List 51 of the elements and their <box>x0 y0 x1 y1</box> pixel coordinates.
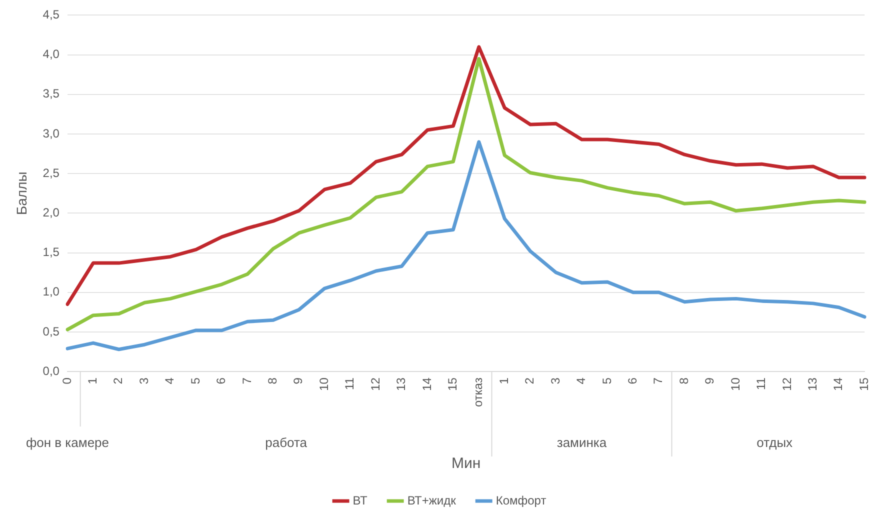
x-tick-label: 0 <box>60 377 74 384</box>
y-tick-label: 1,0 <box>42 284 60 299</box>
legend-label: ВТ+жидк <box>407 493 457 508</box>
legend-label: Комфорт <box>496 493 547 508</box>
text: отдых <box>756 435 794 450</box>
x-tick-label: 8 <box>676 377 691 384</box>
x-tick-label: 11 <box>342 377 357 390</box>
x-tick-label: 3 <box>548 377 562 384</box>
text: работа <box>265 435 308 450</box>
x-tick-label: 5 <box>188 377 202 384</box>
x-tick-label: 11 <box>754 377 768 390</box>
y-axis-title: Баллы <box>13 172 30 216</box>
x-axis-title: Мин <box>451 455 481 472</box>
x-tick-label: 2 <box>522 377 537 384</box>
x-tick-label: 3 <box>136 377 151 384</box>
x-tick-label: 10 <box>316 377 331 391</box>
x-tick-label: 7 <box>651 377 666 384</box>
x-tick-label: 13 <box>805 377 820 391</box>
y-tick-label: 3,5 <box>42 86 60 101</box>
text: заминка <box>556 435 608 450</box>
y-tick-label: 4,5 <box>42 8 60 22</box>
legend-label: ВТ <box>352 493 368 508</box>
x-tick-label: 4 <box>574 377 588 384</box>
x-tick-label: 12 <box>780 377 794 391</box>
x-tick-label: 4 <box>162 377 177 384</box>
x-tick-label: отказ <box>471 377 486 408</box>
x-tick-label: 13 <box>394 377 408 391</box>
x-tick-label: 6 <box>214 377 228 384</box>
x-tick-label: 10 <box>728 377 742 391</box>
x-tick-label: 8 <box>266 377 280 384</box>
y-tick-label: 0,0 <box>42 364 60 378</box>
x-tick-label: 1 <box>496 377 511 384</box>
y-tick-label: 2,5 <box>42 166 60 180</box>
x-tick-label: 12 <box>368 377 382 391</box>
y-tick-label: 0,5 <box>42 324 60 338</box>
x-tick-label: 2 <box>111 377 126 384</box>
x-tick-label: 1 <box>86 377 100 384</box>
y-tick-label: 4,0 <box>42 47 60 62</box>
x-tick-label: 15 <box>856 377 871 391</box>
x-tick-label: 9 <box>702 377 717 384</box>
text: фон в камере <box>26 435 110 450</box>
x-tick-label: 14 <box>831 377 846 391</box>
x-tick-label: 15 <box>445 377 460 391</box>
x-tick-label: 7 <box>240 377 254 384</box>
x-tick-label: 14 <box>420 377 434 391</box>
y-tick-label: 2,0 <box>42 205 60 220</box>
y-tick-label: 1,5 <box>42 245 60 260</box>
x-tick-label: 6 <box>625 377 640 384</box>
x-tick-label: 9 <box>291 377 306 384</box>
y-tick-label: 3,0 <box>42 126 60 140</box>
x-tick-label: 5 <box>600 377 614 384</box>
